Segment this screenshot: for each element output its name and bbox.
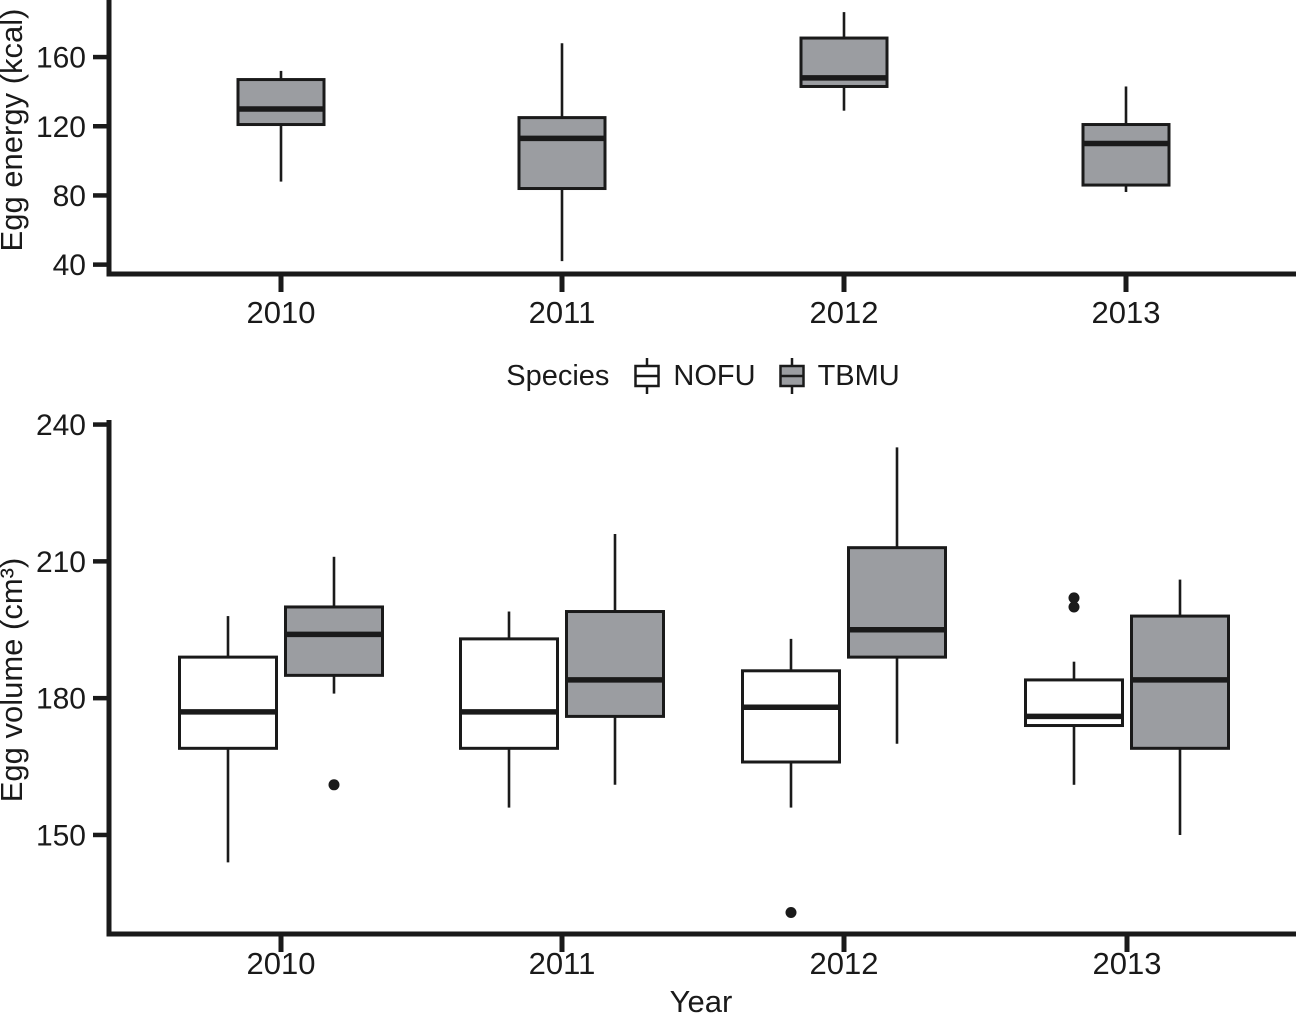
- box-tbmu-2013: [1081, 123, 1171, 187]
- x-tick-label-2013: 2013: [1092, 295, 1161, 330]
- box-tbmu-2010: [284, 605, 384, 677]
- x-tick-label-2012: 2012: [810, 946, 879, 981]
- x-axis-title: Year: [670, 984, 733, 1015]
- nofu-boxplot-glyph-icon: [634, 358, 661, 394]
- x-tick-label-2012: 2012: [810, 295, 879, 330]
- legend-item-nofu: NOFU: [633, 355, 756, 397]
- legend-item-tbmu: TBMU: [778, 355, 900, 397]
- y-axis-title: Egg volume (cm³): [0, 558, 29, 803]
- legend-label-tbmu: TBMU: [817, 359, 900, 392]
- outlier-nofu-2012-0: [785, 906, 797, 918]
- tbmu-boxplot-glyph-icon: [778, 358, 805, 394]
- box-tbmu-2012: [847, 546, 947, 659]
- box-nofu-2010: [178, 655, 278, 750]
- x-tick-label-2011: 2011: [529, 946, 596, 981]
- y-tick-label-240: 240: [36, 410, 86, 442]
- egg-volume-chart: 150 180 210 240 2010 2011 2012 2013 Egg volume (…: [0, 410, 1296, 1015]
- y-tick-label-40: 40: [53, 249, 86, 282]
- y-tick-label-120: 120: [36, 111, 86, 144]
- box-tbmu-2011: [517, 116, 607, 191]
- egg-energy-chart: 40 80 120 160 2010 2011 2012 2013 Egg energy (kc…: [0, 0, 1296, 330]
- y-tick-label-80: 80: [53, 180, 86, 213]
- box-nofu-2012: [741, 669, 841, 764]
- y-tick-label-180: 180: [36, 683, 86, 716]
- box-nofu-2011: [459, 637, 559, 750]
- legend-label-nofu: NOFU: [673, 359, 756, 392]
- outlier-tbmu-2010-0: [328, 779, 340, 791]
- y-axis-title: Egg energy (kcal): [0, 9, 29, 252]
- outlier-nofu-2013-0: [1068, 592, 1080, 604]
- x-tick-label-2010: 2010: [247, 295, 316, 330]
- species-legend: Species NOFU TBMU: [110, 349, 1296, 403]
- box-tbmu-2010: [236, 78, 326, 127]
- y-tick-label-150: 150: [36, 819, 86, 852]
- x-tick-label-2010: 2010: [247, 946, 316, 981]
- y-tick-label-160: 160: [36, 42, 86, 75]
- x-tick-label-2013: 2013: [1093, 946, 1162, 981]
- box-tbmu-2011: [565, 610, 665, 718]
- outlier-nofu-2013-1: [1068, 601, 1080, 613]
- y-tick-label-210: 210: [36, 546, 86, 579]
- x-tick-label-2011: 2011: [529, 295, 596, 330]
- legend-title: Species: [506, 359, 610, 392]
